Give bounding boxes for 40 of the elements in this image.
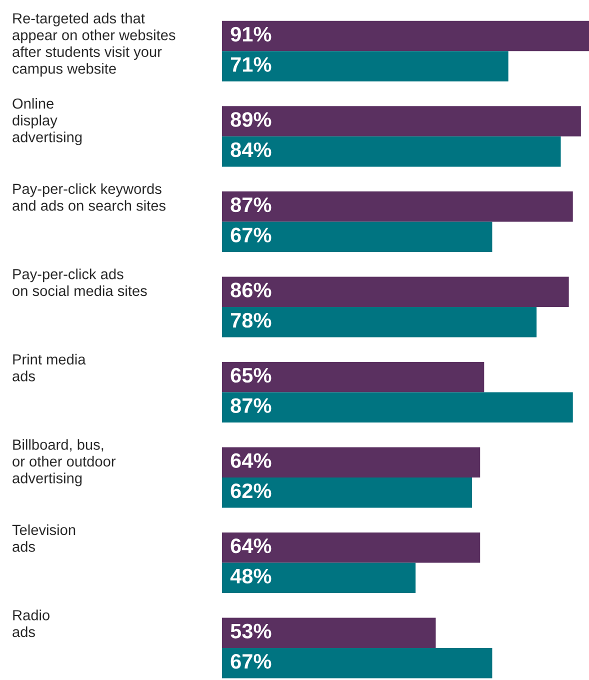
y-tick-label: Re-targeted ads that appear on other websites after students visit your campus website: [12, 12, 176, 77]
y-tick-label: Pay-per-click ads on social media sites: [12, 268, 147, 296]
bar: [222, 306, 537, 338]
data-label: 78%: [230, 312, 272, 328]
y-tick-label: Radio ads: [12, 610, 50, 638]
data-label: 62%: [230, 483, 272, 498]
bar: [222, 51, 508, 82]
bar: [222, 447, 480, 478]
bar: [222, 222, 492, 252]
bar: [222, 106, 581, 136]
bar: [222, 532, 480, 563]
data-label: 84%: [230, 142, 272, 158]
bar: [222, 477, 472, 508]
bar: [222, 136, 561, 167]
data-label: 64%: [230, 453, 272, 468]
bar: [222, 191, 573, 222]
y-tick-label: Television ads: [12, 524, 76, 552]
data-label: 67%: [230, 654, 272, 669]
bar: [222, 362, 484, 392]
bar: [222, 648, 492, 678]
bar: [222, 562, 416, 594]
bar: [222, 618, 436, 648]
data-label: 87%: [230, 398, 272, 413]
data-label: 67%: [230, 228, 272, 242]
bar: [222, 276, 569, 307]
bar: [222, 392, 573, 422]
data-label: 87%: [230, 197, 272, 212]
bar: [222, 20, 589, 52]
data-label: 65%: [230, 368, 272, 383]
y-tick-label: Pay-per-click keywords and ads on search sites: [12, 183, 166, 211]
data-label: 86%: [230, 282, 272, 298]
data-label: 89%: [230, 112, 272, 127]
data-label: 91%: [230, 26, 272, 42]
y-tick-label: Online display advertising: [12, 98, 82, 146]
data-label: 64%: [230, 538, 272, 554]
y-tick-label: Billboard, bus, or other outdoor advertising: [12, 439, 116, 486]
data-label: 53%: [230, 624, 272, 639]
data-label: 71%: [230, 57, 272, 72]
y-tick-label: Print media ads: [12, 354, 86, 382]
data-label: 48%: [230, 568, 272, 584]
